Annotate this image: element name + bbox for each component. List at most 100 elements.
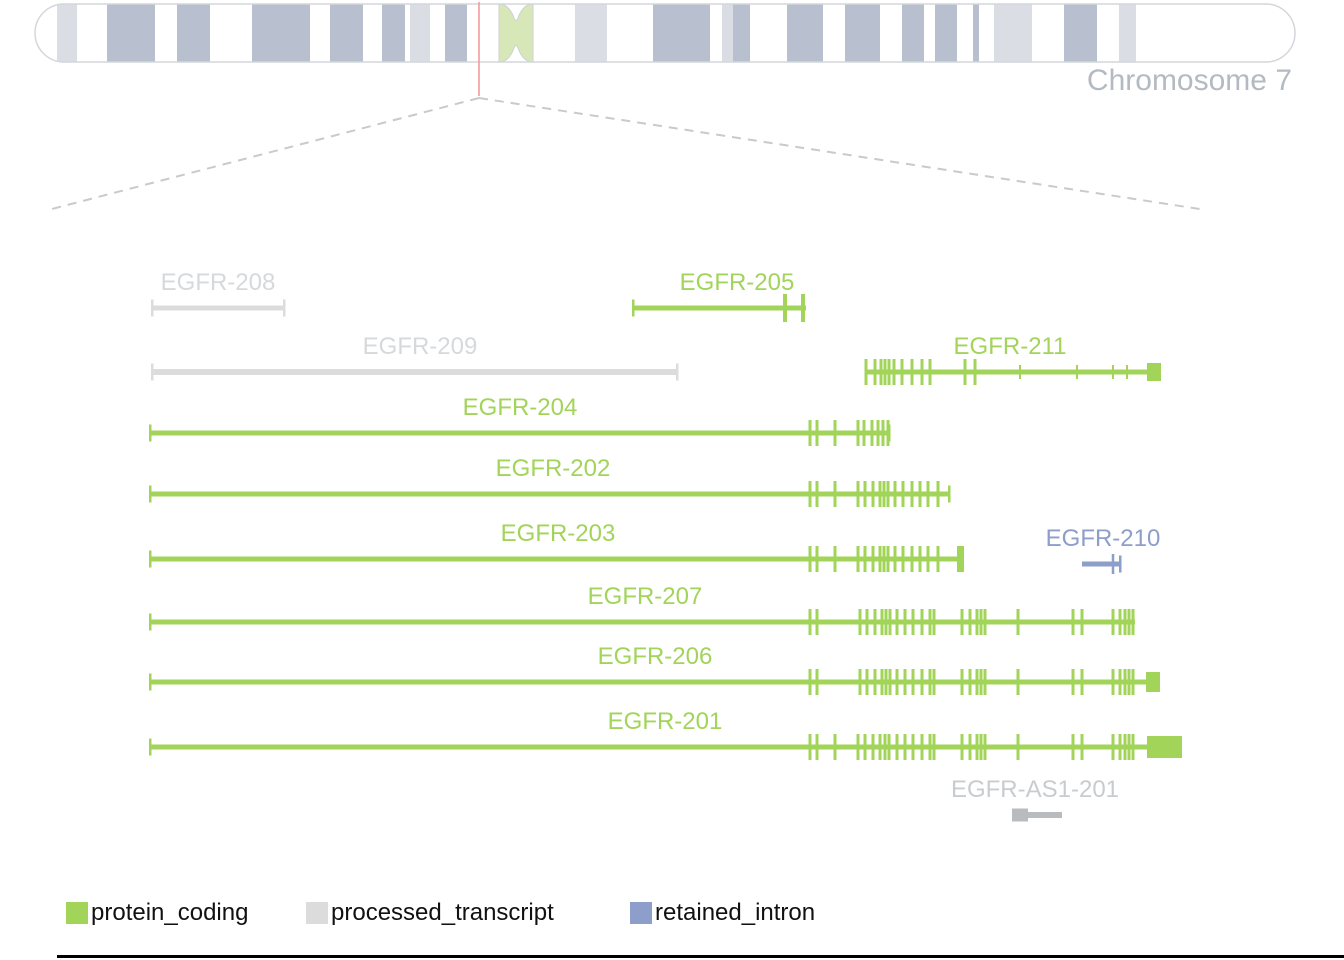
exon-tick bbox=[932, 734, 936, 760]
exon-tick bbox=[928, 609, 932, 635]
exon-tick bbox=[911, 669, 915, 695]
chromosome-band-6 bbox=[410, 4, 430, 62]
exon-tick bbox=[920, 734, 924, 760]
transcript-label-EGFR-209: EGFR-209 bbox=[363, 333, 478, 360]
exon-tick bbox=[932, 669, 936, 695]
exon-tick bbox=[975, 734, 979, 760]
exon-tick bbox=[963, 359, 967, 385]
exon-tick bbox=[975, 609, 979, 635]
exon-tick bbox=[882, 546, 886, 572]
transcript-track: EGFR-208 EGFR-205 EGFR-209 EGFR-211 EGFR-204… bbox=[149, 269, 1182, 822]
transcript-label-EGFR-AS1-201: EGFR-AS1-201 bbox=[951, 776, 1119, 803]
exon-tick bbox=[936, 481, 940, 507]
exon-tick bbox=[895, 734, 899, 760]
exon-tick bbox=[808, 669, 812, 695]
exon-tick bbox=[911, 734, 915, 760]
exon-tick bbox=[833, 481, 837, 507]
chromosome-band-10 bbox=[722, 4, 733, 62]
exon-tick bbox=[815, 546, 819, 572]
transcript-label-EGFR-201: EGFR-201 bbox=[608, 708, 723, 735]
transcript-line bbox=[150, 556, 964, 562]
chromosome-band-12 bbox=[787, 4, 823, 62]
exon-tick bbox=[883, 734, 887, 760]
exon-tick bbox=[882, 481, 886, 507]
transcript-label-EGFR-208: EGFR-208 bbox=[161, 269, 276, 296]
zoom-guide-left bbox=[47, 97, 480, 211]
exon-tick bbox=[862, 420, 866, 446]
start-exon-block bbox=[1012, 808, 1028, 822]
legend-label-protein-coding: protein_coding bbox=[91, 899, 249, 926]
exon-tick bbox=[932, 609, 936, 635]
transcript-EGFR-206: EGFR-206 bbox=[149, 643, 1160, 695]
exon-tick bbox=[968, 669, 972, 695]
exon-tick bbox=[918, 481, 922, 507]
chromosome-band-19 bbox=[1119, 4, 1136, 62]
transcript-label-EGFR-210: EGFR-210 bbox=[1046, 525, 1161, 552]
exon-tick bbox=[887, 734, 891, 760]
exon-tick bbox=[1111, 554, 1115, 574]
transcript-EGFR-205: EGFR-205 bbox=[632, 269, 806, 322]
exon-tick bbox=[873, 669, 877, 695]
exon-tick bbox=[886, 546, 890, 572]
end-exon-block bbox=[1146, 672, 1160, 692]
exon-tick bbox=[893, 546, 897, 572]
exon-tick bbox=[1127, 734, 1131, 760]
exon-tick bbox=[858, 669, 862, 695]
exon-tick bbox=[903, 609, 907, 635]
exon-tick bbox=[888, 609, 892, 635]
exon-tick bbox=[876, 420, 880, 446]
chromosome-band-15 bbox=[935, 4, 957, 62]
transcript-EGFR-201: EGFR-201 bbox=[149, 708, 1182, 760]
exon-tick bbox=[1080, 669, 1084, 695]
exon-tick bbox=[926, 481, 930, 507]
chromosome-band-16 bbox=[973, 4, 979, 62]
exon-tick bbox=[1080, 609, 1084, 635]
exon-tick bbox=[1118, 734, 1122, 760]
transcript-EGFR-203: EGFR-203 bbox=[149, 520, 964, 572]
exon-tick bbox=[960, 734, 964, 760]
exon-tick bbox=[856, 481, 860, 507]
chromosome-band-18 bbox=[1064, 4, 1097, 62]
exon-tick bbox=[928, 359, 932, 385]
exon-tick bbox=[1080, 734, 1084, 760]
transcript-line bbox=[152, 369, 678, 375]
transcript-label-EGFR-203: EGFR-203 bbox=[501, 520, 616, 547]
exon-tick bbox=[910, 546, 914, 572]
end-exon-block bbox=[1147, 736, 1182, 758]
exon-tick bbox=[1127, 609, 1131, 635]
figure-bottom-border bbox=[57, 955, 1344, 958]
exon-tick bbox=[983, 609, 987, 635]
exon-tick bbox=[1118, 609, 1122, 635]
transcript-EGFR-208: EGFR-208 bbox=[151, 269, 286, 317]
start-tick bbox=[151, 363, 154, 381]
exon-tick bbox=[979, 734, 983, 760]
transcript-line bbox=[150, 491, 950, 497]
exon-tick bbox=[856, 420, 860, 446]
transcript-EGFR-204: EGFR-204 bbox=[149, 394, 891, 446]
exon-tick bbox=[815, 609, 819, 635]
start-tick bbox=[149, 550, 152, 568]
exon-tick bbox=[856, 734, 860, 760]
exon-tick bbox=[881, 420, 885, 446]
transcript-line bbox=[150, 430, 890, 436]
exon-tick bbox=[975, 669, 979, 695]
exon-tick bbox=[871, 734, 875, 760]
chromosome-band-1 bbox=[107, 4, 155, 62]
exon-tick bbox=[979, 669, 983, 695]
exon-tick bbox=[1111, 669, 1115, 695]
legend-swatch-protein-coding-icon bbox=[66, 902, 88, 924]
transcript-line bbox=[150, 679, 1160, 685]
exon-tick bbox=[884, 669, 888, 695]
end-exon-block bbox=[1147, 363, 1161, 381]
chromosome-band-2 bbox=[177, 4, 210, 62]
exon-tick bbox=[911, 609, 915, 635]
start-tick bbox=[149, 673, 152, 691]
chromosome-band-17 bbox=[994, 4, 1032, 62]
exon-tick bbox=[1118, 669, 1122, 695]
exon-tick bbox=[901, 546, 905, 572]
end-exon-block bbox=[957, 546, 964, 572]
start-tick bbox=[632, 299, 635, 317]
exon-tick bbox=[808, 420, 812, 446]
transcript-label-EGFR-204: EGFR-204 bbox=[463, 394, 578, 421]
exon-tick bbox=[1131, 609, 1135, 635]
